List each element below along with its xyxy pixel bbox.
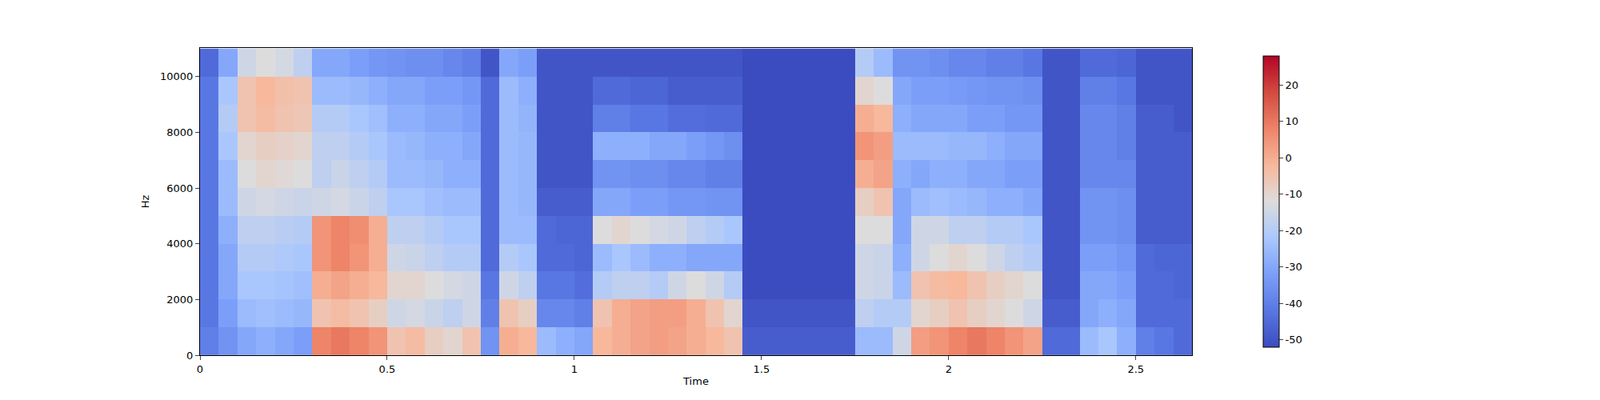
svg-text:2000: 2000 <box>166 293 193 306</box>
svg-text:Hz: Hz <box>139 195 152 209</box>
svg-text:2.5: 2.5 <box>1127 363 1144 376</box>
svg-text:6000: 6000 <box>166 182 193 195</box>
svg-text:1.5: 1.5 <box>753 363 771 376</box>
svg-text:0: 0 <box>186 349 193 362</box>
svg-text:-40: -40 <box>1285 297 1303 310</box>
svg-text:-10: -10 <box>1285 188 1303 200</box>
svg-text:-50: -50 <box>1285 333 1303 346</box>
svg-text:0: 0 <box>196 363 204 376</box>
svg-text:0: 0 <box>1285 152 1292 164</box>
svg-text:2: 2 <box>945 363 952 376</box>
svg-text:8000: 8000 <box>166 126 193 139</box>
svg-text:-20: -20 <box>1285 224 1303 237</box>
svg-text:-30: -30 <box>1285 260 1303 273</box>
svg-text:10000: 10000 <box>160 70 193 83</box>
svg-text:1: 1 <box>571 363 578 376</box>
svg-text:20: 20 <box>1285 79 1300 92</box>
svg-text:4000: 4000 <box>166 237 193 250</box>
svg-text:10: 10 <box>1285 115 1300 128</box>
svg-text:Time: Time <box>682 375 709 388</box>
svg-text:0.5: 0.5 <box>379 363 396 376</box>
